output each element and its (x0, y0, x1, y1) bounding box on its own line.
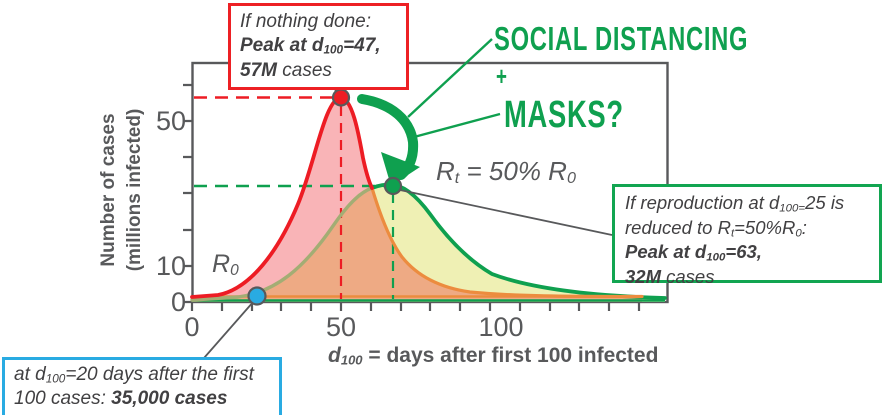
leader-social-distancing (407, 38, 493, 118)
callout-reduced-line3: Peak at d100=63, (625, 241, 762, 264)
leader-reduced-box (399, 189, 613, 236)
leader-masks (413, 112, 501, 139)
callout-no-action-line3: 57M cases (240, 59, 332, 81)
d20-marker (247, 286, 267, 306)
leader-d20-box (203, 300, 255, 359)
headline-plus: + (496, 61, 508, 91)
no-action-peak-marker (331, 88, 351, 107)
no-action-curve-under-yellow (370, 186, 644, 299)
callout-no-action: If nothing done: Peak at d100=47, 57M ca… (228, 3, 409, 90)
x-tick-0: 0 (184, 312, 200, 342)
callout-reduced: If reproduction at d100=25 is reduced to… (612, 184, 882, 287)
callout-d20-line2: 100 cases: 35,000 cases (14, 388, 228, 410)
callout-reduced-line2: reduced to Rt=50%R0: (625, 216, 807, 239)
x-tick-100: 100 (478, 312, 524, 342)
headline-masks: MASKS? (504, 94, 624, 136)
x-tick-50: 50 (325, 312, 357, 342)
callout-no-action-line2: Peak at d100=47, (240, 35, 381, 57)
no-action-curve (190, 95, 374, 299)
callout-d20: at d100=20 days after the first 100 case… (2, 357, 282, 415)
x-axis-ticks (190, 302, 641, 311)
y-axis-title: Number of cases (millions infected) (98, 108, 145, 272)
x-axis-title: d100 = days after first 100 infected (328, 344, 659, 368)
headline-social-distancing: SOCIAL DISTANCING (494, 20, 749, 57)
intervention-area-fill (192, 184, 665, 302)
intervention-peak-marker (383, 176, 403, 196)
y-tick-0: 0 (170, 287, 186, 317)
no-action-area-fill (192, 97, 642, 302)
r0-label: R0 (212, 250, 239, 279)
y-tick-50: 50 (155, 106, 186, 136)
y-tick-10: 10 (155, 251, 186, 281)
callout-reduced-line1: If reproduction at d100=25 is (625, 192, 845, 215)
callout-reduced-line4: 32M cases (625, 265, 715, 287)
rt-label: Rt = 50% R0 (436, 156, 576, 188)
callout-d20-line1: at d100=20 days after the first (14, 364, 254, 386)
callout-no-action-line1: If nothing done: (240, 11, 371, 32)
y-axis-ticks (183, 83, 192, 304)
